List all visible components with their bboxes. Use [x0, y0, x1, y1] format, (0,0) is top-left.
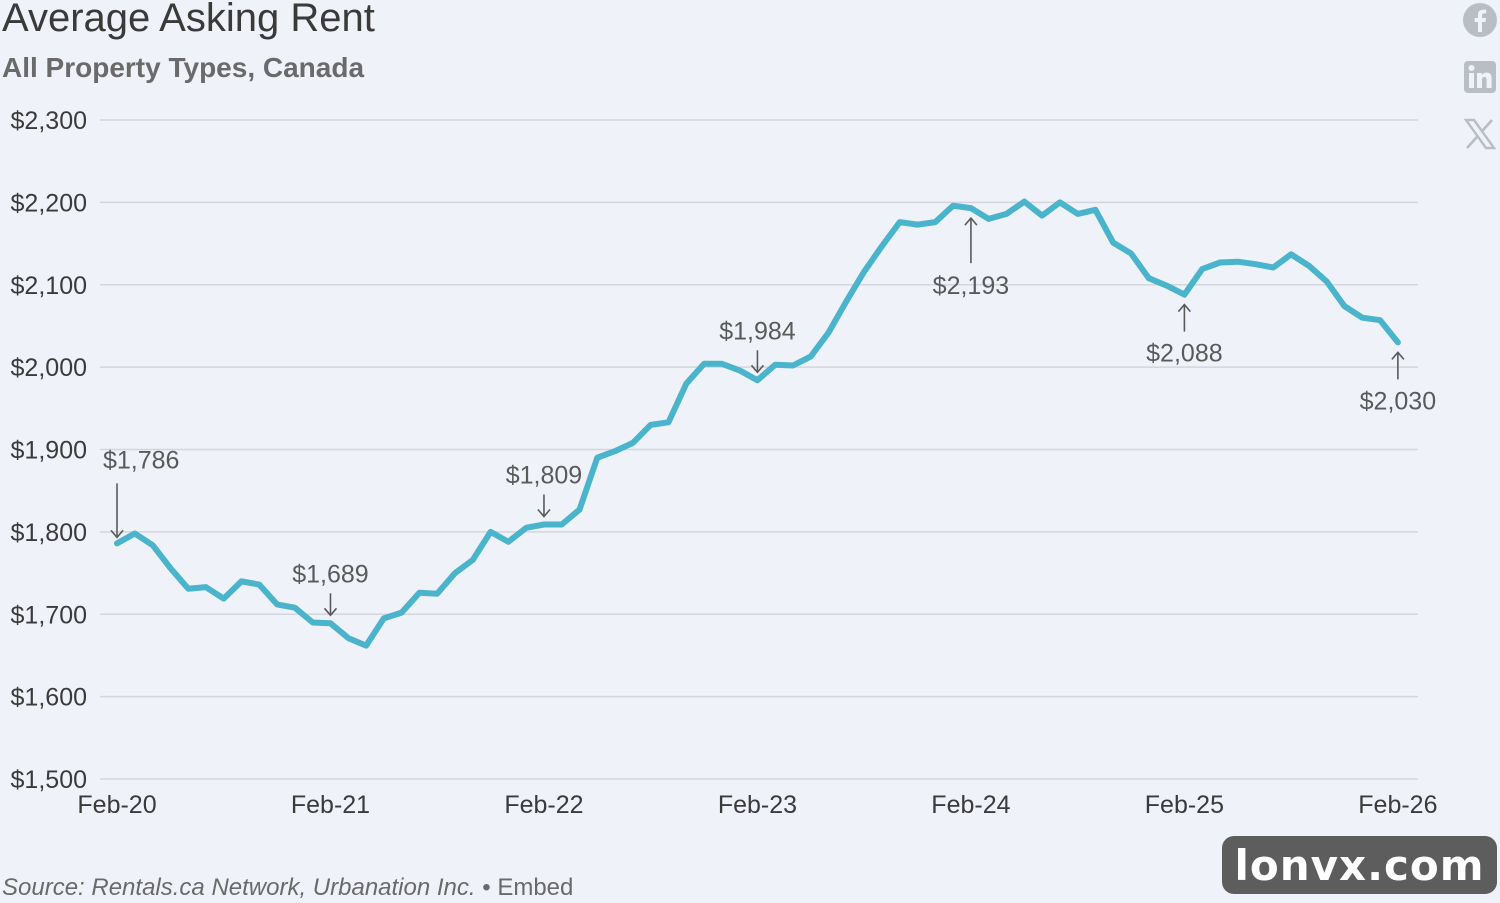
y-tick-label: $2,100 [11, 272, 87, 300]
x-tick-label: Feb-24 [931, 791, 1010, 819]
linkedin-icon [1464, 61, 1496, 93]
x-share-button[interactable] [1460, 114, 1500, 154]
annotation-label: $1,689 [292, 560, 368, 588]
x-tick-label: Feb-25 [1145, 791, 1224, 819]
chart-subtitle: All Property Types, Canada [2, 52, 365, 83]
series-line [114, 198, 1401, 649]
x-tick-label: Feb-20 [77, 791, 156, 819]
annotation-arrowhead [323, 607, 338, 617]
y-tick-label: $1,800 [11, 519, 87, 547]
source-note: Source: Rentals.ca Network, Urbanation I… [2, 874, 573, 902]
linkedin-share-button[interactable] [1460, 57, 1500, 97]
annotation-label: $1,809 [506, 461, 582, 489]
annotation-arrowhead [1177, 303, 1192, 313]
y-tick-label: $1,500 [11, 766, 87, 794]
annotation-arrowhead [1391, 351, 1405, 360]
x-icon [1464, 118, 1496, 150]
y-tick-label: $2,300 [11, 107, 87, 135]
x-tick-label: Feb-26 [1358, 791, 1437, 819]
y-tick-label: $2,000 [11, 354, 87, 382]
y-tick-label: $1,700 [11, 601, 87, 629]
x-tick-label: Feb-21 [291, 791, 370, 819]
annotation-arrowhead [964, 216, 978, 226]
facebook-icon [1463, 3, 1497, 37]
annotation-label: $1,786 [103, 446, 179, 474]
x-tick-label: Feb-23 [718, 791, 797, 819]
y-tick-label: $1,600 [11, 684, 87, 712]
y-tick-label: $2,200 [11, 189, 87, 217]
annotation-arrowhead [537, 508, 551, 518]
source-text: Source: Rentals.ca Network, Urbanation I… [2, 874, 476, 901]
annotation-label: $2,193 [933, 272, 1009, 300]
embed-link[interactable]: Embed [497, 874, 574, 901]
facebook-share-button[interactable] [1460, 0, 1500, 40]
annotation-label: $2,088 [1146, 340, 1222, 368]
annotation-label: $1,984 [719, 317, 796, 345]
chart-title: Average Asking Rent [2, 0, 375, 40]
watermark: lonvx.com [1222, 836, 1497, 894]
annotation-arrowhead [750, 364, 765, 374]
annotation-label: $2,030 [1360, 387, 1436, 415]
y-tick-label: $1,900 [11, 437, 87, 465]
x-tick-label: Feb-22 [504, 791, 583, 819]
annotation-arrowhead [110, 529, 124, 539]
source-separator: • [482, 874, 491, 901]
